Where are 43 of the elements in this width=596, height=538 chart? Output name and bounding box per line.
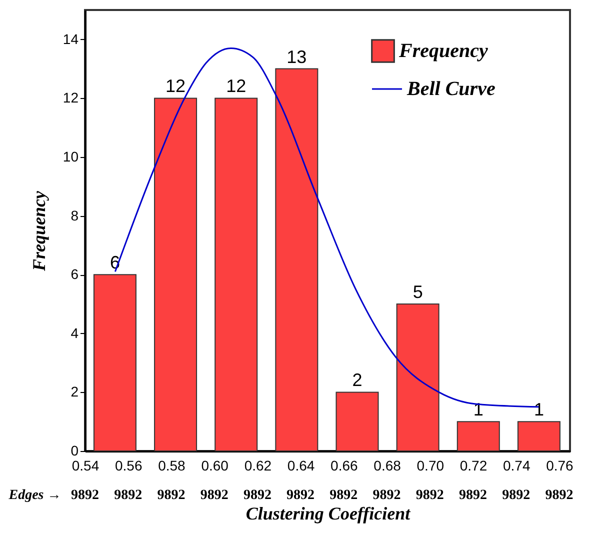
data-label: 5 xyxy=(412,282,423,302)
x-tick-label: 0.54 xyxy=(72,458,100,474)
data-label: 13 xyxy=(286,46,307,67)
text: 9892 xyxy=(157,488,186,503)
text: 9892 xyxy=(330,488,358,503)
text: 9892 xyxy=(114,488,142,503)
y-tick-label: 12 xyxy=(62,90,79,106)
y-tick-label: 6 xyxy=(70,266,79,282)
y-axis-title: Frequency xyxy=(28,190,49,272)
text: 9892 xyxy=(243,488,272,503)
x-axis-title: Clustering Coefficient xyxy=(246,504,412,524)
y-tick-label: 10 xyxy=(62,148,79,164)
legend-label: Bell Curve xyxy=(406,78,496,100)
x-tick-label: 0.76 xyxy=(546,458,574,474)
text: Edges → xyxy=(8,488,62,503)
text: 9892 xyxy=(416,488,444,503)
data-label: 12 xyxy=(226,76,246,96)
text: 9892 xyxy=(71,488,99,503)
x-tick-label: 0.70 xyxy=(416,458,444,474)
x-tick-label: 0.60 xyxy=(201,458,229,474)
x-tick-label: 0.68 xyxy=(374,458,402,474)
legend-label: Frequency xyxy=(398,40,488,62)
data-label: 2 xyxy=(352,370,362,390)
x-tick-label: 0.66 xyxy=(330,458,358,474)
text: 9892 xyxy=(545,488,574,503)
x-tick-label: 0.72 xyxy=(460,458,488,474)
text: 9892 xyxy=(459,488,487,503)
x-tick-label: 0.74 xyxy=(502,458,530,474)
text: 9892 xyxy=(502,488,530,503)
data-label: 1 xyxy=(534,400,544,420)
y-tick-label: 14 xyxy=(62,30,79,47)
x-tick-label: 0.58 xyxy=(158,458,186,474)
data-label: 12 xyxy=(166,76,186,96)
text: 9892 xyxy=(286,488,315,503)
y-tick-label: 4 xyxy=(70,324,79,341)
x-tick-label: 0.62 xyxy=(244,458,272,474)
y-tick-label: 2 xyxy=(70,384,79,400)
x-tick-label: 0.64 xyxy=(287,458,315,474)
y-tick-label: 8 xyxy=(70,207,79,224)
text: 9892 xyxy=(200,488,228,503)
text: 9892 xyxy=(372,488,401,503)
x-tick-label: 0.56 xyxy=(114,458,142,474)
y-tick-label: 0 xyxy=(70,442,79,458)
